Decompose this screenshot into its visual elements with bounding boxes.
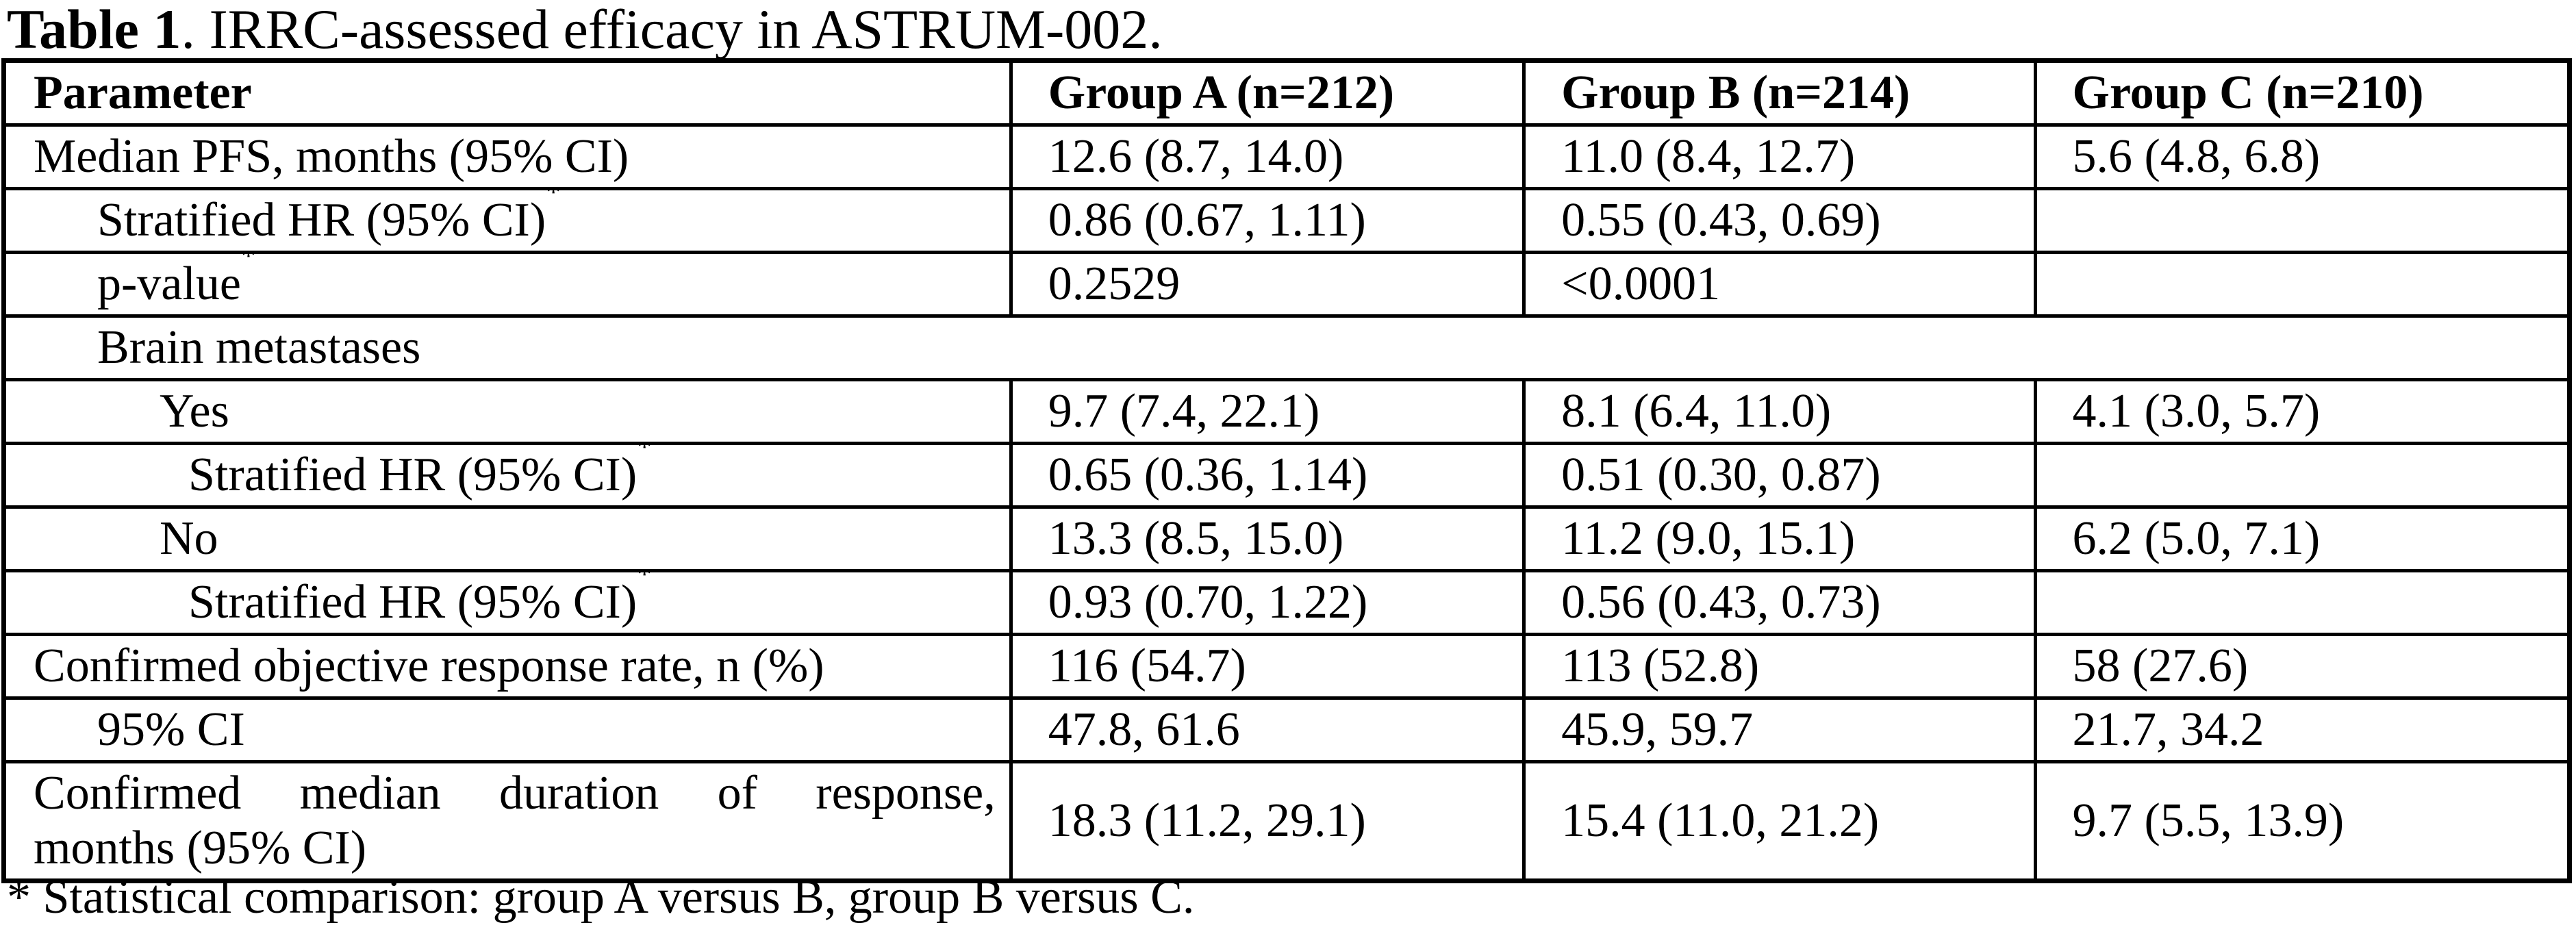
value-cell: 21.7, 34.2 <box>2033 696 2572 763</box>
value-cell <box>2033 251 2572 318</box>
header-row: Parameter Group A (n=212) Group B (n=214… <box>2 59 2572 127</box>
table-row: Brain metastases <box>2 314 2571 381</box>
value-cell: 13.3 (8.5, 15.0) <box>1009 505 1526 572</box>
parameter-cell: Yes <box>2 378 1013 445</box>
value-cell: 45.9, 59.7 <box>1522 696 2037 763</box>
value-cell: 11.2 (9.0, 15.1) <box>1522 505 2037 572</box>
value-cell <box>2033 187 2572 254</box>
parameter-line: months (95% CI) <box>34 822 367 874</box>
table-row: Confirmed objective response rate, n (%)… <box>2 633 2572 700</box>
value-cell: 9.7 (5.5, 13.9) <box>2033 760 2572 883</box>
efficacy-table-wrapper: Parameter Group A (n=212) Group B (n=214… <box>1 58 2572 883</box>
value-cell <box>2033 569 2572 636</box>
table-title: Table 1. IRRC-assessed efficacy in ASTRU… <box>7 1 1163 58</box>
parameter-cell: p-value* <box>2 251 1013 318</box>
table-row: Stratified HR (95% CI)* 0.86 (0.67, 1.11)… <box>2 187 2572 254</box>
value-cell: 0.51 (0.30, 0.87) <box>1522 442 2037 509</box>
footnote: * Statistical comparison: group A versus… <box>7 871 1195 924</box>
parameter-cell: Stratified HR (95% CI)* <box>2 569 1013 636</box>
parameter-cell: No <box>2 505 1013 572</box>
column-header-group-a: Group A (n=212) <box>1009 59 1526 127</box>
value-cell: 0.56 (0.43, 0.73) <box>1522 569 2037 636</box>
parameter-cell: Confirmed median duration of response, mo… <box>2 760 1013 883</box>
footnote-marker-asterisk: * <box>546 188 561 210</box>
value-cell: 116 (54.7) <box>1009 633 1526 700</box>
value-cell: 58 (27.6) <box>2033 633 2572 700</box>
value-cell: 113 (52.8) <box>1522 633 2037 700</box>
table-row: 95% CI 47.8, 61.6 45.9, 59.7 21.7, 34.2 <box>2 696 2572 763</box>
footnote-marker-asterisk: * <box>240 252 256 273</box>
table-row: p-value* 0.2529 <0.0001 <box>2 251 2572 318</box>
table-row: No 13.3 (8.5, 15.0) 11.2 (9.0, 15.1) 6.2 (5… <box>2 505 2572 572</box>
footnote-marker-asterisk: * <box>637 443 653 464</box>
value-cell: 12.6 (8.7, 14.0) <box>1009 123 1526 190</box>
value-cell: 8.1 (6.4, 11.0) <box>1522 378 2037 445</box>
table-row: Median PFS, months (95% CI) 12.6 (8.7, 14… <box>2 123 2572 190</box>
parameter-cell: Median PFS, months (95% CI) <box>2 123 1013 190</box>
table-body: Median PFS, months (95% CI) 12.6 (8.7, 14… <box>2 123 2572 883</box>
value-cell: 6.2 (5.0, 7.1) <box>2033 505 2572 572</box>
parameter-line: Confirmed median duration of response, <box>34 767 996 820</box>
value-cell: 9.7 (7.4, 22.1) <box>1009 378 1526 445</box>
table-title-number: Table 1 <box>7 0 181 60</box>
column-header-parameter: Parameter <box>2 59 1013 127</box>
value-cell: 0.65 (0.36, 1.14) <box>1009 442 1526 509</box>
table-row: Stratified HR (95% CI)* 0.93 (0.70, 1.22)… <box>2 569 2572 636</box>
value-cell: <0.0001 <box>1522 251 2037 318</box>
parameter-cell: Brain metastases <box>2 314 2571 381</box>
efficacy-table: Parameter Group A (n=212) Group B (n=214… <box>1 58 2572 883</box>
value-cell: 15.4 (11.0, 21.2) <box>1522 760 2037 883</box>
table-row: Stratified HR (95% CI)* 0.65 (0.36, 1.14)… <box>2 442 2572 509</box>
value-cell: 18.3 (11.2, 29.1) <box>1009 760 1526 883</box>
value-cell: 47.8, 61.6 <box>1009 696 1526 763</box>
table-title-text: . IRRC-assessed efficacy in ASTRUM-002. <box>181 0 1163 60</box>
value-cell: 0.93 (0.70, 1.22) <box>1009 569 1526 636</box>
value-cell: 0.2529 <box>1009 251 1526 318</box>
column-header-group-c: Group C (n=210) <box>2033 59 2572 127</box>
parameter-cell: Stratified HR (95% CI)* <box>2 187 1013 254</box>
value-cell: 0.86 (0.67, 1.11) <box>1009 187 1526 254</box>
footnote-marker-asterisk: * <box>637 570 653 592</box>
parameter-cell: 95% CI <box>2 696 1013 763</box>
table-row: Yes 9.7 (7.4, 22.1) 8.1 (6.4, 11.0) 4.1 (3.… <box>2 378 2572 445</box>
column-header-group-b: Group B (n=214) <box>1522 59 2037 127</box>
value-cell: 5.6 (4.8, 6.8) <box>2033 123 2572 190</box>
table-row: Confirmed median duration of response, mo… <box>2 760 2572 883</box>
parameter-cell: Stratified HR (95% CI)* <box>2 442 1013 509</box>
value-cell: 0.55 (0.43, 0.69) <box>1522 187 2037 254</box>
value-cell: 4.1 (3.0, 5.7) <box>2033 378 2572 445</box>
parameter-cell: Confirmed objective response rate, n (%) <box>2 633 1013 700</box>
value-cell <box>2033 442 2572 509</box>
value-cell: 11.0 (8.4, 12.7) <box>1522 123 2037 190</box>
